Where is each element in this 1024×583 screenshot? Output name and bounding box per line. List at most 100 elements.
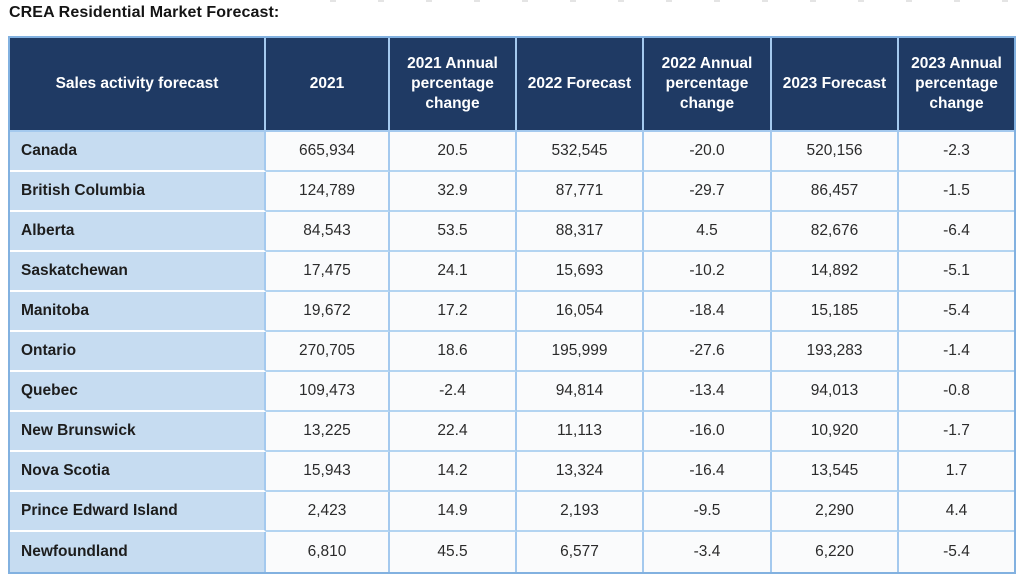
data-cell: 532,545 bbox=[517, 132, 644, 172]
column-header: 2023 Forecast bbox=[772, 38, 899, 132]
data-cell: -10.2 bbox=[644, 252, 772, 292]
data-cell: -16.0 bbox=[644, 412, 772, 452]
data-cell: 17.2 bbox=[390, 292, 517, 332]
row-label: British Columbia bbox=[10, 172, 266, 212]
column-header: Sales activity forecast bbox=[10, 38, 266, 132]
table-row: Canada 665,934 20.5 532,545 -20.0 520,156 -2.3 bbox=[10, 132, 1014, 172]
data-cell: -2.3 bbox=[899, 132, 1014, 172]
data-cell: 53.5 bbox=[390, 212, 517, 252]
data-cell: 18.6 bbox=[390, 332, 517, 372]
data-cell: 86,457 bbox=[772, 172, 899, 212]
data-cell: 14.2 bbox=[390, 452, 517, 492]
table-body: Canada 665,934 20.5 532,545 -20.0 520,156 -2.3… bbox=[10, 132, 1014, 572]
row-label: Saskatchewan bbox=[10, 252, 266, 292]
data-cell: -18.4 bbox=[644, 292, 772, 332]
data-cell: 82,676 bbox=[772, 212, 899, 252]
data-cell: -5.4 bbox=[899, 292, 1014, 332]
table-row: Manitoba 19,672 17.2 16,054 -18.4 15,185 -5.4 bbox=[10, 292, 1014, 332]
table-row: New Brunswick 13,225 22.4 11,113 -16.0 10,920… bbox=[10, 412, 1014, 452]
data-cell: 24.1 bbox=[390, 252, 517, 292]
data-cell: 1.7 bbox=[899, 452, 1014, 492]
row-label: Newfoundland bbox=[10, 532, 266, 572]
data-cell: 87,771 bbox=[517, 172, 644, 212]
table-row: Prince Edward Island 2,423 14.9 2,193 -9.5 2,… bbox=[10, 492, 1014, 532]
table-row: Saskatchewan 17,475 24.1 15,693 -10.2 14,892-… bbox=[10, 252, 1014, 292]
data-cell: 270,705 bbox=[266, 332, 390, 372]
data-cell: -20.0 bbox=[644, 132, 772, 172]
column-header: 2022 Forecast bbox=[517, 38, 644, 132]
row-label: New Brunswick bbox=[10, 412, 266, 452]
row-label: Prince Edward Island bbox=[10, 492, 266, 532]
data-cell: -9.5 bbox=[644, 492, 772, 532]
data-cell: 88,317 bbox=[517, 212, 644, 252]
data-cell: -27.6 bbox=[644, 332, 772, 372]
data-cell: 16,054 bbox=[517, 292, 644, 332]
row-label: Quebec bbox=[10, 372, 266, 412]
data-cell: 13,324 bbox=[517, 452, 644, 492]
data-cell: 6,577 bbox=[517, 532, 644, 572]
data-cell: -5.1 bbox=[899, 252, 1014, 292]
data-cell: 19,672 bbox=[266, 292, 390, 332]
data-cell: -2.4 bbox=[390, 372, 517, 412]
data-cell: 2,290 bbox=[772, 492, 899, 532]
table-row: Quebec 109,473 -2.4 94,814 -13.4 94,013 -0.8 bbox=[10, 372, 1014, 412]
data-cell: -1.7 bbox=[899, 412, 1014, 452]
data-cell: -1.5 bbox=[899, 172, 1014, 212]
data-cell: 45.5 bbox=[390, 532, 517, 572]
cropped-top-divider bbox=[330, 0, 1024, 2]
data-cell: 94,013 bbox=[772, 372, 899, 412]
data-cell: 4.4 bbox=[899, 492, 1014, 532]
data-cell: 17,475 bbox=[266, 252, 390, 292]
forecast-table-container: Sales activity forecast 2021 2021 Annual p… bbox=[8, 36, 1016, 574]
forecast-table: Sales activity forecast 2021 2021 Annual p… bbox=[10, 38, 1014, 572]
data-cell: -29.7 bbox=[644, 172, 772, 212]
column-header: 2022 Annual percentage change bbox=[644, 38, 772, 132]
table-row: Nova Scotia 15,943 14.2 13,324 -16.4 13,545 1.… bbox=[10, 452, 1014, 492]
data-cell: 6,810 bbox=[266, 532, 390, 572]
row-label: Alberta bbox=[10, 212, 266, 252]
data-cell: 84,543 bbox=[266, 212, 390, 252]
table-row: British Columbia 124,789 32.9 87,771 -29.7 86… bbox=[10, 172, 1014, 212]
data-cell: 15,943 bbox=[266, 452, 390, 492]
table-row: Newfoundland 6,810 45.5 6,577 -3.4 6,220 -5.4 bbox=[10, 532, 1014, 572]
data-cell: 193,283 bbox=[772, 332, 899, 372]
data-cell: 2,423 bbox=[266, 492, 390, 532]
data-cell: 2,193 bbox=[517, 492, 644, 532]
table-row: Alberta 84,543 53.5 88,317 4.5 82,676 -6.4 bbox=[10, 212, 1014, 252]
data-cell: -1.4 bbox=[899, 332, 1014, 372]
data-cell: 10,920 bbox=[772, 412, 899, 452]
column-header: 2021 bbox=[266, 38, 390, 132]
data-cell: -3.4 bbox=[644, 532, 772, 572]
data-cell: 32.9 bbox=[390, 172, 517, 212]
data-cell: -0.8 bbox=[899, 372, 1014, 412]
header-row: Sales activity forecast 2021 2021 Annual p… bbox=[10, 38, 1014, 132]
table-header: Sales activity forecast 2021 2021 Annual p… bbox=[10, 38, 1014, 132]
data-cell: 15,693 bbox=[517, 252, 644, 292]
data-cell: 14.9 bbox=[390, 492, 517, 532]
data-cell: 520,156 bbox=[772, 132, 899, 172]
data-cell: 13,225 bbox=[266, 412, 390, 452]
row-label: Ontario bbox=[10, 332, 266, 372]
column-header: 2021 Annual percentage change bbox=[390, 38, 517, 132]
data-cell: 94,814 bbox=[517, 372, 644, 412]
data-cell: -13.4 bbox=[644, 372, 772, 412]
data-cell: -5.4 bbox=[899, 532, 1014, 572]
data-cell: 109,473 bbox=[266, 372, 390, 412]
data-cell: 4.5 bbox=[644, 212, 772, 252]
data-cell: 15,185 bbox=[772, 292, 899, 332]
data-cell: 13,545 bbox=[772, 452, 899, 492]
data-cell: 195,999 bbox=[517, 332, 644, 372]
row-label: Canada bbox=[10, 132, 266, 172]
column-header: 2023 Annual percentage change bbox=[899, 38, 1014, 132]
table-row: Ontario 270,705 18.6 195,999 -27.6 193,283 -1.… bbox=[10, 332, 1014, 372]
row-label: Nova Scotia bbox=[10, 452, 266, 492]
data-cell: 11,113 bbox=[517, 412, 644, 452]
data-cell: 22.4 bbox=[390, 412, 517, 452]
data-cell: 665,934 bbox=[266, 132, 390, 172]
row-label: Manitoba bbox=[10, 292, 266, 332]
data-cell: -16.4 bbox=[644, 452, 772, 492]
data-cell: 124,789 bbox=[266, 172, 390, 212]
data-cell: 14,892 bbox=[772, 252, 899, 292]
data-cell: 20.5 bbox=[390, 132, 517, 172]
data-cell: 6,220 bbox=[772, 532, 899, 572]
